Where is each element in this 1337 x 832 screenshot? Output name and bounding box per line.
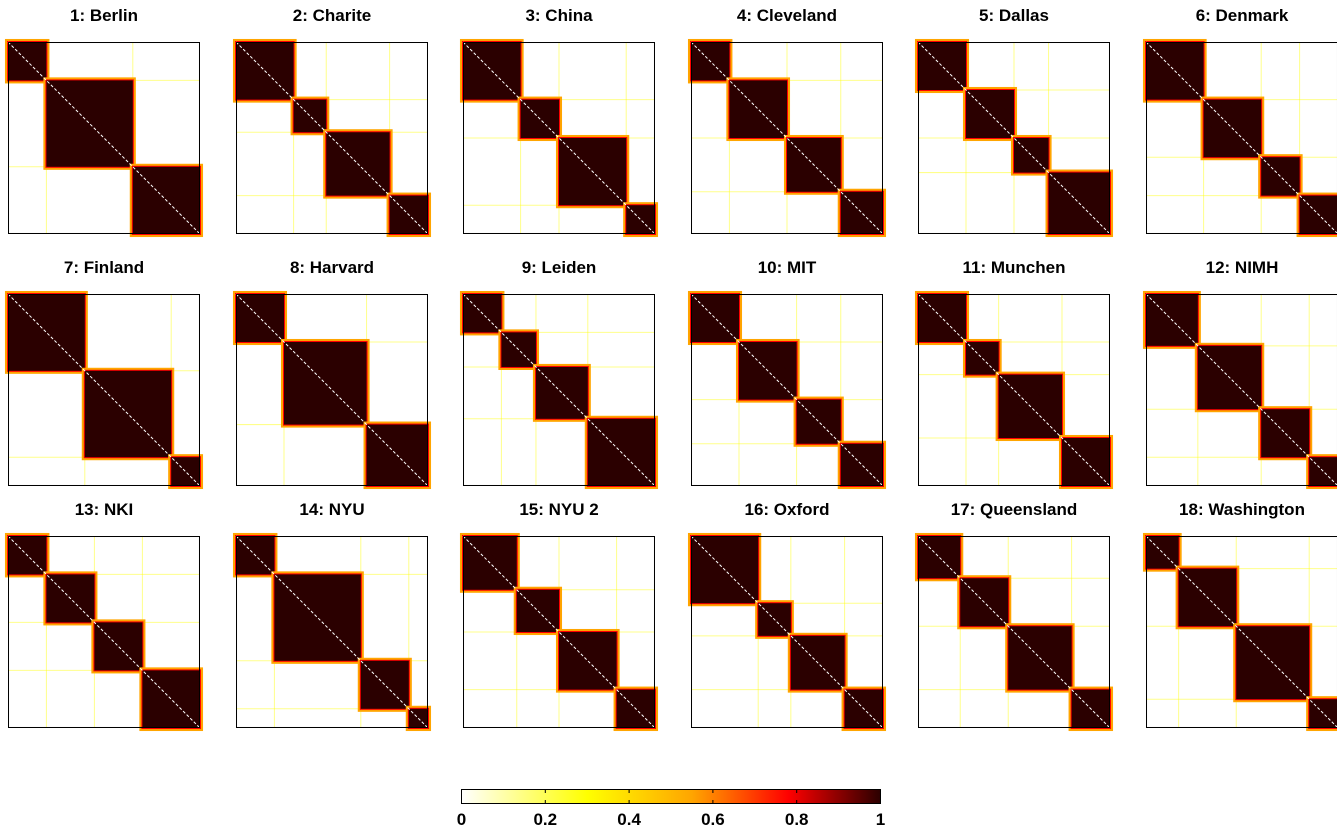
heatmap-panel: 9: Leiden xyxy=(459,252,659,492)
panel-frame xyxy=(8,536,200,728)
panel-title: 8: Harvard xyxy=(289,258,375,277)
panel-frame xyxy=(1146,536,1337,728)
heatmap-panel: 3: China xyxy=(459,0,659,240)
heatmap-matrix xyxy=(687,290,887,490)
cluster-block xyxy=(796,399,841,444)
panel-title: 16: Oxford xyxy=(744,500,830,519)
heatmap-matrix xyxy=(4,290,204,490)
heatmap-matrix xyxy=(232,290,432,490)
cluster-block xyxy=(274,574,361,661)
panel-frame xyxy=(918,294,1110,486)
heatmap-panel: 15: NYU 2 xyxy=(459,494,659,734)
heatmap-panel: 17: Queensland xyxy=(914,494,1114,734)
panel-title: 2: Charite xyxy=(292,6,372,25)
heatmap-matrix xyxy=(4,532,204,732)
panel-title: 3: China xyxy=(525,6,593,25)
panel-title: 17: Queensland xyxy=(950,500,1078,519)
heatmap-panel: 14: NYU xyxy=(232,494,432,734)
cluster-block xyxy=(840,443,883,486)
panel-frame xyxy=(918,536,1110,728)
panel-frame xyxy=(8,42,200,234)
panel-frame xyxy=(463,536,655,728)
colorbar-gradient xyxy=(461,789,881,804)
heatmap-panel: 1: Berlin xyxy=(4,0,204,240)
colorbar-tick-label: 0.8 xyxy=(784,810,809,829)
heatmap-panel: 12: NIMH xyxy=(1142,252,1337,492)
panel-frame xyxy=(691,536,883,728)
panel-frame xyxy=(691,42,883,234)
heatmap-panel: 18: Washington xyxy=(1142,494,1337,734)
panel-title: 1: Berlin xyxy=(69,6,139,25)
panel-title: 4: Cleveland xyxy=(736,6,838,25)
colorbar-tick-label: 1 xyxy=(875,810,886,829)
panel-frame xyxy=(918,42,1110,234)
heatmap-matrix xyxy=(687,38,887,238)
panel-frame xyxy=(463,42,655,234)
cluster-block xyxy=(46,80,133,167)
cluster-block xyxy=(1309,699,1337,728)
panel-frame xyxy=(236,536,428,728)
heatmap-panel: 2: Charite xyxy=(232,0,432,240)
heatmap-matrix xyxy=(459,38,659,238)
panel-frame xyxy=(236,294,428,486)
heatmap-panel: 8: Harvard xyxy=(232,252,432,492)
heatmap-panel: 6: Denmark xyxy=(1142,0,1337,240)
cluster-block xyxy=(918,536,961,579)
panel-title: 18: Washington xyxy=(1179,500,1305,519)
panel-title: 15: NYU 2 xyxy=(519,500,599,519)
heatmap-matrix xyxy=(1142,38,1337,238)
colorbar-bar xyxy=(461,789,881,804)
panel-title: 13: NKI xyxy=(74,500,134,519)
cluster-block xyxy=(1309,457,1337,486)
heatmap-panel: 13: NKI xyxy=(4,494,204,734)
heatmap-matrix xyxy=(459,290,659,490)
cluster-block xyxy=(840,191,883,234)
panel-title: 5: Dallas xyxy=(979,6,1049,25)
panel-title: 9: Leiden xyxy=(521,258,597,277)
heatmap-matrix xyxy=(1142,290,1337,490)
colorbar-tick-label: 0 xyxy=(456,810,467,829)
panel-frame xyxy=(8,294,200,486)
panel-title: 12: NIMH xyxy=(1205,258,1279,277)
panel-title: 7: Finland xyxy=(63,258,145,277)
panel-frame xyxy=(1146,294,1337,486)
panel-title: 11: Munchen xyxy=(962,258,1066,277)
heatmap-panel: 10: MIT xyxy=(687,252,887,492)
panel-title: 10: MIT xyxy=(757,258,817,277)
panel-frame xyxy=(236,42,428,234)
heatmap-matrix xyxy=(4,38,204,238)
colorbar-tick-label: 0.2 xyxy=(533,810,558,829)
heatmap-panel: 7: Finland xyxy=(4,252,204,492)
colorbar: 0 0.2 0.4 0.6 0.8 1 xyxy=(457,789,885,829)
cluster-block xyxy=(293,99,327,133)
panel-frame xyxy=(1146,42,1337,234)
colorbar-tick-label: 0.4 xyxy=(617,810,641,829)
heatmap-panel: 11: Munchen xyxy=(914,252,1114,492)
heatmap-panel: 5: Dallas xyxy=(914,0,1114,240)
heatmap-matrix xyxy=(1142,532,1337,732)
heatmap-panel: 4: Cleveland xyxy=(687,0,887,240)
heatmap-matrix xyxy=(459,532,659,732)
panel-title: 14: NYU xyxy=(299,500,365,519)
heatmap-matrix xyxy=(687,532,887,732)
panel-frame xyxy=(463,294,655,486)
heatmap-matrix xyxy=(914,290,1114,490)
colorbar-tick-label: 0.6 xyxy=(701,810,725,829)
heatmap-matrix xyxy=(232,532,432,732)
heatmap-panel: 16: Oxford xyxy=(687,494,887,734)
heatmap-matrix xyxy=(232,38,432,238)
panel-frame xyxy=(691,294,883,486)
panel-title: 6: Denmark xyxy=(1195,6,1289,25)
heatmap-matrix xyxy=(914,532,1114,732)
heatmap-matrix xyxy=(914,38,1114,238)
